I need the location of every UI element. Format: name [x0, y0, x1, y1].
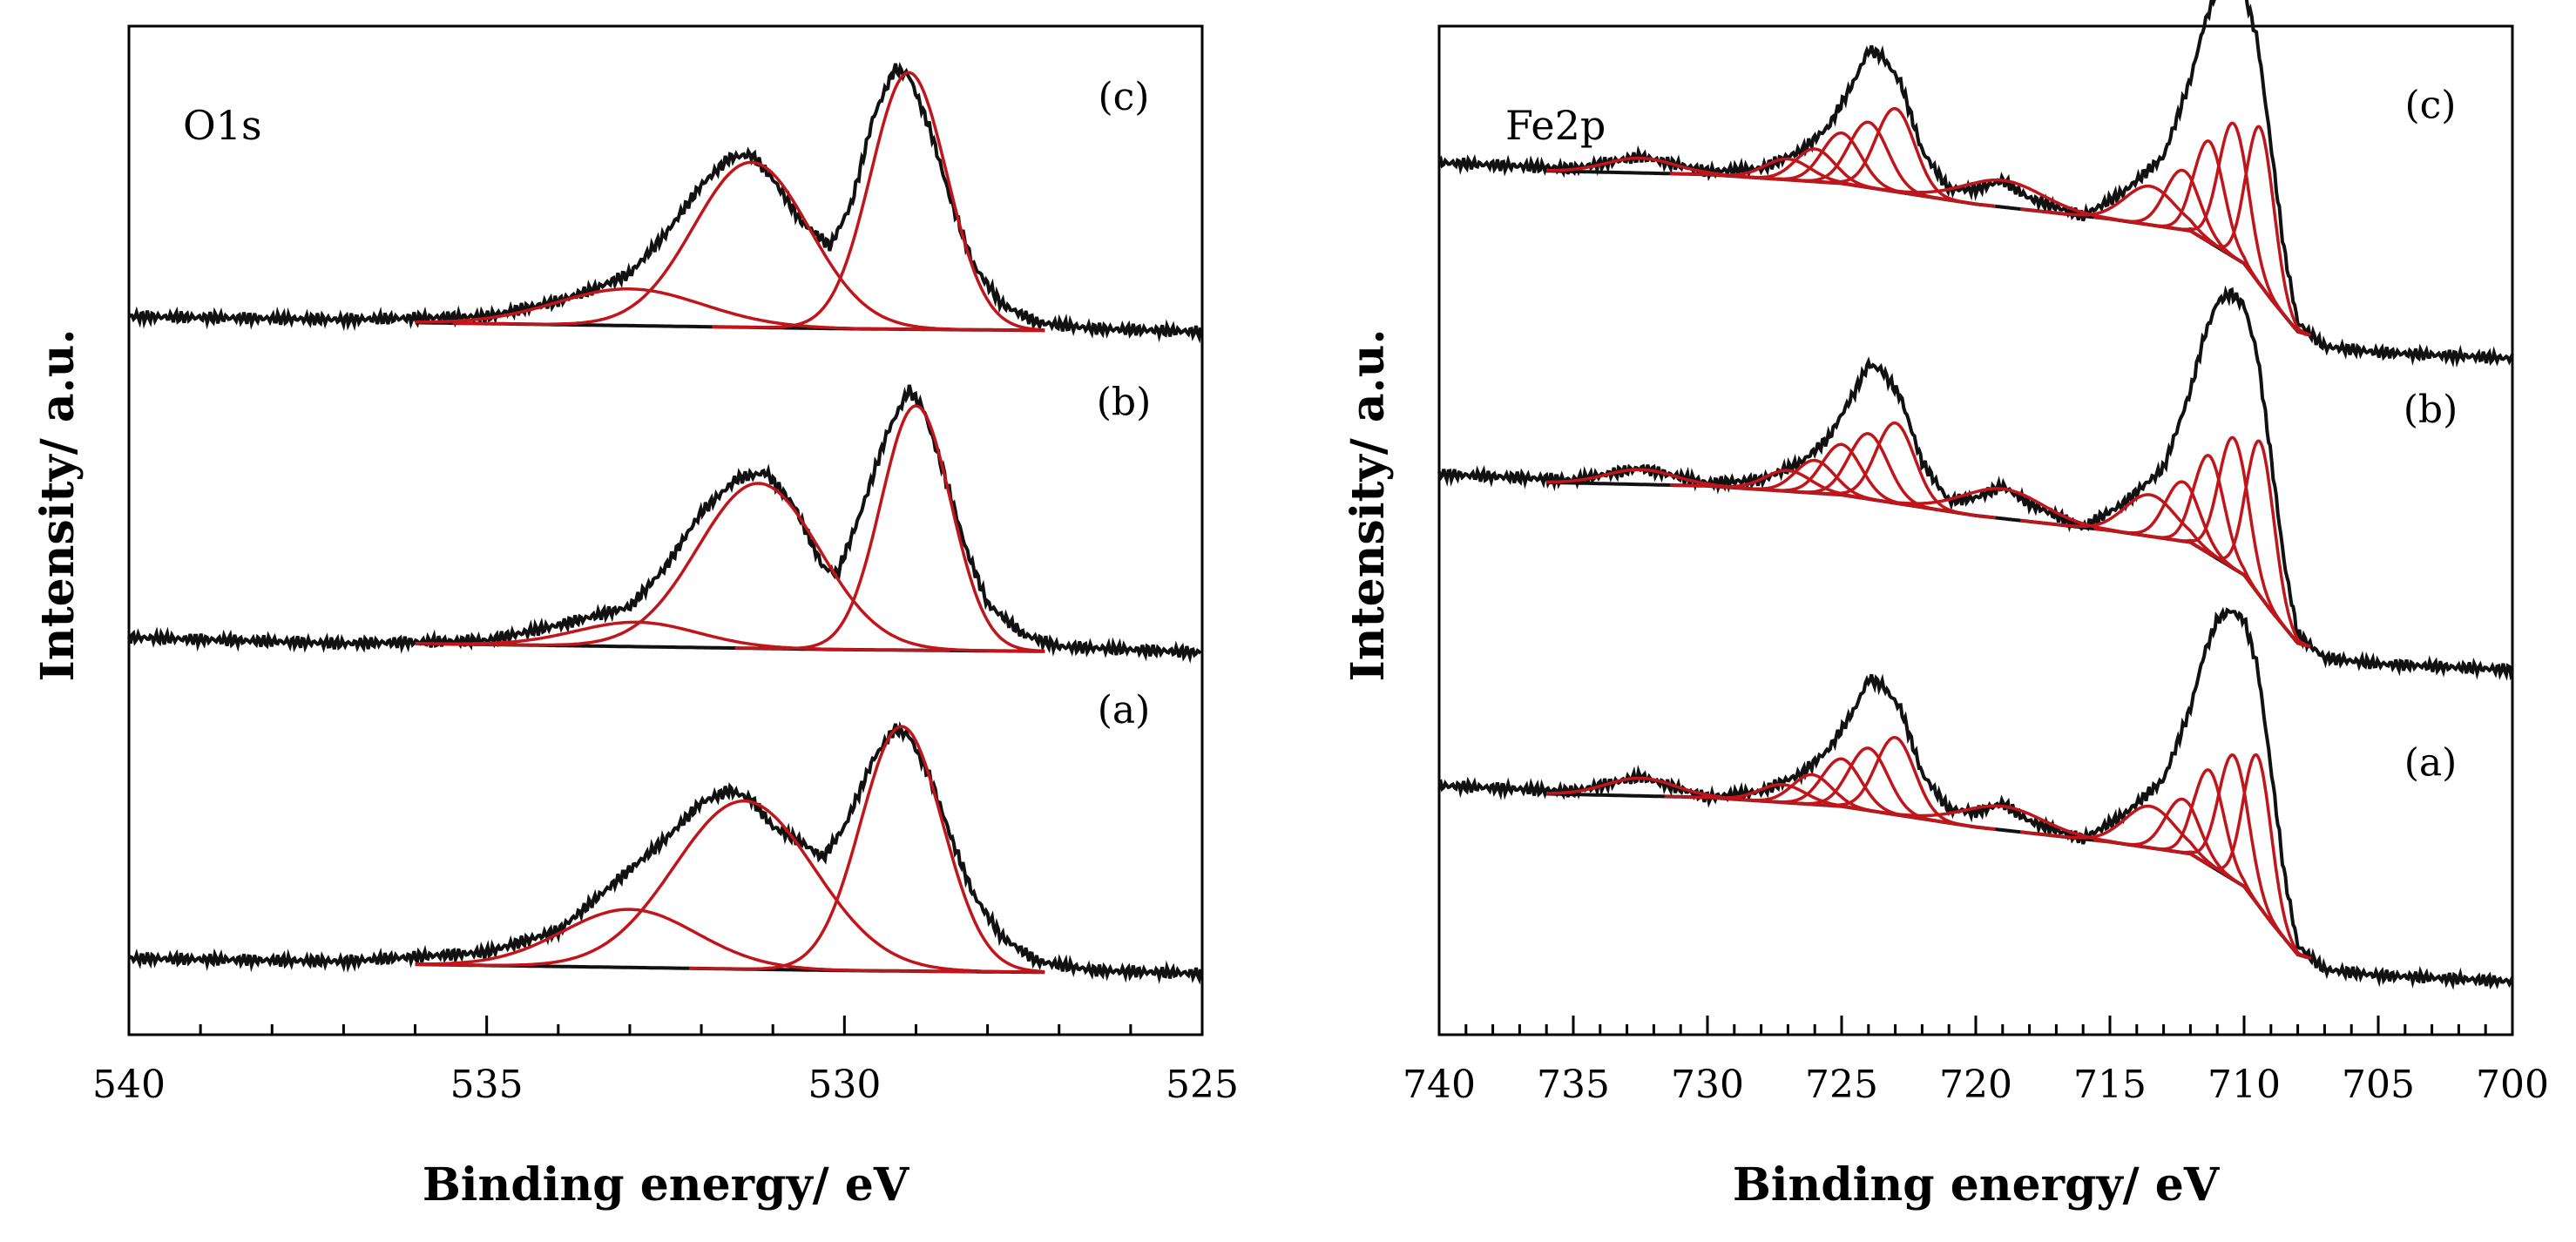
experimental-spectrum-line — [127, 384, 1202, 664]
experimental-spectrum-line — [1437, 606, 2514, 990]
x-tick-label: 535 — [450, 1063, 524, 1107]
fit-component-line — [415, 287, 1008, 332]
x-tick-label: 700 — [2476, 1063, 2549, 1107]
fit-component-line — [2132, 768, 2288, 942]
fit-component-line — [2093, 797, 2273, 923]
x-tick-label: 720 — [1939, 1063, 2012, 1107]
fit-component-line — [1795, 178, 2210, 244]
fe2p-series-labels: (a) (b) (c) — [2404, 83, 2458, 785]
x-tick-label: 715 — [2073, 1063, 2147, 1107]
fit-component-line — [2156, 435, 2311, 649]
x-tick-label: 525 — [1166, 1063, 1239, 1107]
fit-component-line — [452, 160, 1045, 333]
fe2p-curves — [1437, 0, 2514, 990]
fit-component-line — [2019, 804, 2282, 935]
o1s-x-axis-title: Binding energy/ eV — [423, 1158, 910, 1212]
fe2p-panel-title: Fe2p — [1505, 102, 1606, 149]
series-label: (a) — [2404, 741, 2458, 786]
fit-component-line — [2093, 480, 2273, 612]
fit-component-line — [415, 799, 1045, 975]
x-tick-label: 540 — [92, 1063, 166, 1107]
fit-component-line — [443, 482, 1045, 653]
o1s-curves — [127, 61, 1203, 985]
fe2p-panel: 740 735 730 725 720 715 710 705 700 (a) (b) (c) Fe… — [1342, 0, 2549, 1212]
fit-component-line — [712, 71, 1045, 332]
o1s-y-axis-title: Intensity/ a.u. — [31, 328, 85, 681]
o1s-series-labels: (a) (b) (c) — [1097, 75, 1152, 732]
fe2p-y-axis-title: Intensity/ a.u. — [1342, 328, 1395, 681]
fit-component-line — [2186, 753, 2312, 960]
o1s-x-ticks: 540 535 530 525 — [92, 1016, 1239, 1107]
fit-component-line — [1795, 487, 2210, 556]
fit-component-line — [415, 620, 950, 652]
series-label: (b) — [1097, 380, 1152, 424]
o1s-panel: 540 535 530 525 (a) (b) (c) O1s Binding energ… — [31, 24, 1239, 1212]
series-label: (a) — [1098, 688, 1151, 732]
x-tick-label: 740 — [1403, 1063, 1476, 1107]
fit-component-line — [2156, 753, 2311, 960]
fit-component-line — [2156, 121, 2311, 337]
x-tick-label: 530 — [808, 1063, 881, 1107]
x-tick-label: 705 — [2342, 1063, 2415, 1107]
x-tick-label: 725 — [1805, 1063, 1878, 1107]
experimental-spectrum-line — [127, 61, 1203, 344]
fit-component-line — [2093, 168, 2273, 300]
fit-component-line — [734, 404, 1045, 653]
fe2p-plot-frame — [1437, 24, 2514, 1036]
o1s-plot-frame — [127, 24, 1204, 1036]
o1s-panel-title: O1s — [183, 102, 262, 149]
series-label: (c) — [1099, 75, 1150, 119]
x-tick-label: 730 — [1671, 1063, 1744, 1107]
fe2p-x-axis-title: Binding energy/ eV — [1733, 1158, 2221, 1212]
x-tick-label: 735 — [1537, 1063, 1610, 1107]
series-label: (c) — [2405, 83, 2457, 127]
fit-component-line — [2188, 125, 2311, 337]
series-label: (b) — [2404, 388, 2458, 432]
experimental-spectrum-line — [127, 720, 1203, 985]
fit-component-line — [1795, 801, 2210, 867]
fe2p-x-ticks: 740 735 730 725 720 715 710 705 700 — [1403, 1016, 2549, 1107]
fit-component-line — [2188, 439, 2311, 648]
x-tick-label: 710 — [2208, 1063, 2281, 1107]
fit-component-line — [689, 725, 1045, 974]
fit-component-line — [415, 908, 977, 974]
